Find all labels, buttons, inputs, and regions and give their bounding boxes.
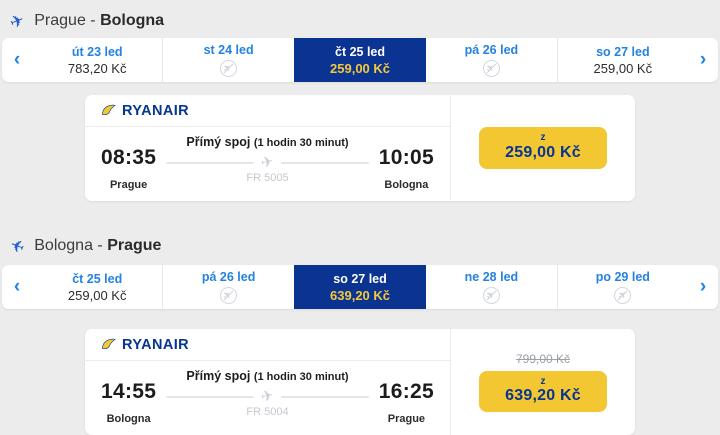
airline-name: RYANAIR	[122, 337, 189, 353]
arrival-block: 16:25 Prague	[379, 367, 434, 425]
arrival-block: 10:05 Bologna	[379, 133, 434, 191]
route-title: Bologna - Prague	[34, 237, 162, 254]
chevron-left-icon[interactable]: ‹	[2, 38, 32, 82]
route-line: ✈	[166, 386, 369, 407]
airline-name: RYANAIR	[122, 103, 189, 119]
select-fare-button[interactable]: z 639,20 Kč	[479, 370, 607, 413]
chevron-right-icon[interactable]: ›	[688, 265, 718, 309]
departure-city: Bologna	[106, 413, 151, 425]
route-title: Prague - Bologna	[34, 12, 165, 29]
duration-label: (1 hodin 30 minut)	[253, 371, 349, 383]
departure-block: 08:35 Prague	[101, 133, 156, 191]
flight-row: 08:35 Prague Přímý spoj (1 hodin 30 minu…	[85, 127, 450, 201]
from-prefix: z	[540, 132, 546, 144]
flight-mid-block: Přímý spoj (1 hodin 30 minut) ✈ FR 5004	[156, 367, 379, 418]
price-panel: z 259,00 Kč	[450, 95, 635, 201]
no-flight-icon: ✈	[482, 287, 500, 304]
tab-date: ne 28 led	[464, 270, 519, 284]
chevron-left-icon[interactable]: ‹	[2, 265, 32, 309]
departure-city: Prague	[109, 179, 148, 191]
date-tab-ret-5[interactable]: po 29 led ✈	[556, 265, 688, 309]
flight-card-outbound: RYANAIR 08:35 Prague Přímý spoj (1 hodin…	[85, 95, 635, 201]
old-price: 799,00 Kč	[515, 351, 571, 366]
tab-price: 259,00 Kč	[593, 60, 653, 76]
date-strip-return: ‹ čt 25 led 259,00 Kč pá 26 led ✈ so 27 …	[2, 265, 718, 309]
fare-price: 259,00 Kč	[505, 143, 581, 161]
route-header-outbound: ✈ Prague - Bologna	[0, 6, 720, 38]
tab-price: 783,20 Kč	[67, 60, 127, 76]
ryanair-logo-icon	[102, 104, 116, 115]
route-plane-icon: ✈	[259, 386, 276, 407]
tab-price: 259,00 Kč	[330, 60, 391, 76]
date-tab-out-1[interactable]: út 23 led 783,20 Kč	[32, 38, 162, 82]
no-flight-icon: ✈	[220, 287, 238, 304]
arrival-time: 16:25	[378, 380, 434, 403]
no-flight-icon: ✈	[614, 287, 632, 304]
return-section: ✈ Bologna - Prague ‹ čt 25 led 259,00 Kč…	[0, 231, 720, 435]
flight-row: 14:55 Bologna Přímý spoj (1 hodin 30 min…	[85, 361, 450, 435]
select-fare-button[interactable]: z 259,00 Kč	[479, 127, 607, 169]
airline-row: RYANAIR	[85, 95, 450, 127]
departure-time: 08:35	[101, 146, 157, 169]
tab-date: so 27 led	[596, 44, 650, 59]
arrival-city: Bologna	[384, 179, 429, 191]
tab-date: pá 26 led	[464, 43, 519, 57]
flight-number: FR 5004	[246, 406, 289, 418]
date-tab-ret-3-selected[interactable]: so 27 led 639,20 Kč	[293, 265, 426, 309]
flight-card-return: RYANAIR 14:55 Bologna Přímý spoj (1 hodi…	[85, 329, 635, 435]
arrival-time: 10:05	[378, 146, 434, 169]
departure-time: 14:55	[101, 380, 157, 403]
price-panel: 799,00 Kč z 639,20 Kč	[450, 329, 635, 435]
tab-date: po 29 led	[595, 270, 650, 284]
duration-label: (1 hodin 30 minut)	[253, 137, 349, 149]
arrival-city: Prague	[387, 413, 426, 425]
departure-plane-icon: ✈	[6, 9, 28, 33]
date-tab-ret-2[interactable]: pá 26 led ✈	[162, 265, 293, 309]
date-tab-out-4[interactable]: pá 26 led ✈	[425, 38, 556, 82]
departure-block: 14:55 Bologna	[101, 367, 156, 425]
tab-price: 639,20 Kč	[330, 287, 391, 303]
flight-number: FR 5005	[246, 172, 289, 184]
tab-date: út 23 led	[71, 44, 123, 59]
no-flight-icon: ✈	[220, 60, 238, 77]
airline-row: RYANAIR	[85, 329, 450, 361]
route-plane-icon: ✈	[259, 152, 276, 173]
route-line: ✈	[166, 152, 369, 173]
tab-price: 259,00 Kč	[67, 287, 127, 303]
chevron-right-icon[interactable]: ›	[688, 38, 718, 82]
ryanair-logo-icon	[102, 338, 116, 349]
no-flight-icon: ✈	[482, 60, 500, 77]
date-tab-ret-1[interactable]: čt 25 led 259,00 Kč	[32, 265, 162, 309]
return-plane-icon: ✈	[6, 234, 28, 258]
tab-date: so 27 led	[333, 271, 387, 286]
flight-mid-block: Přímý spoj (1 hodin 30 minut) ✈ FR 5005	[156, 133, 379, 184]
date-tab-ret-4[interactable]: ne 28 led ✈	[425, 265, 556, 309]
outbound-section: ✈ Prague - Bologna ‹ út 23 led 783,20 Kč…	[0, 6, 720, 201]
flight-details: RYANAIR 08:35 Prague Přímý spoj (1 hodin…	[85, 95, 450, 201]
date-tab-out-5[interactable]: so 27 led 259,00 Kč	[556, 38, 688, 82]
tab-date: st 24 led	[203, 43, 254, 57]
flight-details: RYANAIR 14:55 Bologna Přímý spoj (1 hodi…	[85, 329, 450, 435]
tab-date: čt 25 led	[72, 271, 123, 286]
fare-price: 639,20 Kč	[505, 387, 581, 405]
direct-label: Přímý spoj (1 hodin 30 minut)	[186, 369, 349, 383]
from-prefix: z	[540, 375, 546, 387]
tab-date: čt 25 led	[335, 44, 386, 59]
route-header-return: ✈ Bologna - Prague	[0, 231, 720, 263]
date-strip-outbound: ‹ út 23 led 783,20 Kč st 24 led ✈ čt 25 …	[2, 38, 718, 82]
date-tab-out-2[interactable]: st 24 led ✈	[162, 38, 293, 82]
tab-date: pá 26 led	[201, 270, 256, 284]
direct-label: Přímý spoj (1 hodin 30 minut)	[186, 135, 349, 149]
date-tab-out-3-selected[interactable]: čt 25 led 259,00 Kč	[293, 38, 426, 82]
